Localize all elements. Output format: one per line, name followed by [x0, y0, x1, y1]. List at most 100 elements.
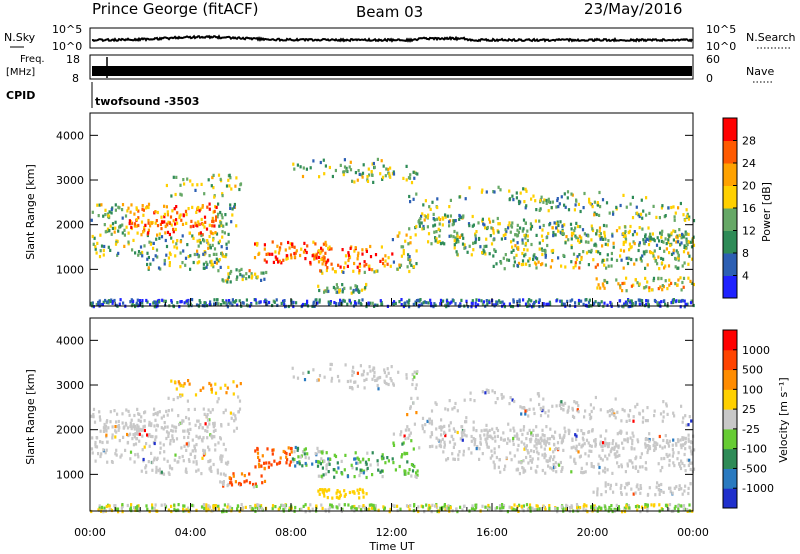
heatmap-cell	[348, 385, 352, 390]
heatmap-cell	[349, 168, 353, 172]
heatmap-cell	[273, 459, 276, 463]
heatmap-cell	[305, 463, 308, 467]
heatmap-cell	[420, 221, 423, 225]
heatmap-cell	[490, 226, 493, 230]
heatmap-cell	[594, 242, 597, 246]
heatmap-cell	[103, 244, 106, 249]
heatmap-cell	[606, 468, 609, 472]
heatmap-cell	[579, 209, 582, 214]
heatmap-cell	[324, 472, 328, 476]
heatmap-cell	[97, 300, 100, 305]
heatmap-cell	[185, 448, 188, 452]
heatmap-cell	[557, 256, 560, 260]
heatmap-cell	[146, 251, 149, 255]
heatmap-cell	[676, 266, 680, 270]
heatmap-cell	[544, 255, 547, 259]
heatmap-cell	[660, 239, 664, 243]
heatmap-cell	[608, 409, 612, 413]
heatmap-cell	[165, 244, 169, 249]
heatmap-cell	[474, 237, 477, 241]
heatmap-cell	[186, 301, 189, 305]
heatmap-cell	[280, 261, 283, 265]
heatmap-cell	[480, 429, 483, 433]
heatmap-cell	[137, 429, 140, 433]
heatmap-cell	[690, 281, 694, 285]
heatmap-cell	[167, 396, 170, 400]
heatmap-cell	[172, 240, 175, 244]
heatmap-cell	[641, 420, 644, 424]
heatmap-cell	[686, 458, 689, 462]
heatmap-cell	[154, 254, 157, 258]
heatmap-cell	[149, 224, 152, 228]
heatmap-cell	[656, 262, 659, 266]
heatmap-cell	[584, 470, 587, 474]
colorbar-swatch	[723, 275, 737, 299]
heatmap-cell	[221, 235, 224, 239]
heatmap-cell	[160, 416, 163, 420]
heatmap-cell	[573, 400, 576, 404]
heatmap-cell	[682, 504, 686, 508]
heatmap-cell	[642, 209, 645, 213]
heatmap-cell	[548, 437, 552, 441]
heatmap-cell	[143, 225, 146, 230]
heatmap-cell	[637, 505, 640, 509]
heatmap-cell	[367, 167, 370, 171]
heatmap-cell	[122, 435, 125, 439]
heatmap-cell	[170, 236, 173, 240]
heatmap-cell	[130, 503, 133, 507]
heatmap-cell	[673, 486, 676, 490]
heatmap-cell	[498, 506, 502, 510]
heatmap-cell	[364, 505, 367, 509]
heatmap-cell	[561, 224, 564, 228]
heatmap-cell	[317, 474, 320, 478]
heatmap-cell	[507, 437, 510, 441]
heatmap-cell	[639, 491, 642, 495]
heatmap-cell	[627, 504, 630, 508]
heatmap-cell	[433, 230, 436, 234]
heatmap-cell	[570, 246, 573, 250]
heatmap-cell	[557, 229, 560, 233]
heatmap-cell	[635, 258, 638, 262]
heatmap-cell	[90, 414, 93, 418]
heatmap-cell	[180, 193, 183, 197]
heatmap-cell	[405, 178, 408, 182]
heatmap-cell	[684, 484, 687, 488]
heatmap-cell	[439, 298, 443, 302]
heatmap-cell	[456, 238, 459, 242]
heatmap-cell	[225, 253, 228, 257]
heatmap-cell	[489, 234, 492, 238]
heatmap-cell	[121, 223, 124, 227]
heatmap-cell	[100, 505, 104, 509]
heatmap-cell	[439, 302, 442, 306]
heatmap-cell	[585, 508, 588, 512]
heatmap-cell	[672, 248, 675, 252]
heatmap-cell	[174, 453, 177, 457]
heatmap-cell	[195, 443, 198, 447]
heatmap-cell	[541, 238, 544, 243]
heatmap-cell	[576, 428, 579, 432]
heatmap-cell	[300, 247, 303, 251]
heatmap-cell	[674, 282, 677, 286]
heatmap-cell	[125, 408, 128, 412]
heatmap-cell	[329, 300, 332, 304]
heatmap-cell	[371, 301, 374, 305]
heatmap-cell	[322, 490, 325, 494]
nsky-panel-frame	[89, 27, 694, 49]
heatmap-cell	[150, 423, 153, 428]
heatmap-cell	[321, 466, 324, 470]
heatmap-cell	[172, 227, 175, 231]
heatmap-cell	[603, 234, 606, 238]
heatmap-cell	[330, 262, 333, 266]
heatmap-cell	[668, 283, 671, 287]
heatmap-cell	[170, 504, 173, 508]
heatmap-cell	[456, 510, 459, 514]
heatmap-cell	[230, 483, 234, 487]
heatmap-cell	[558, 403, 561, 408]
heatmap-cell	[519, 226, 522, 230]
heatmap-cell	[353, 180, 356, 184]
heatmap-cell	[109, 248, 112, 252]
heatmap-cell	[302, 166, 305, 170]
heatmap-cell	[533, 301, 536, 305]
heatmap-cell	[661, 419, 664, 423]
heatmap-cell	[659, 412, 663, 416]
